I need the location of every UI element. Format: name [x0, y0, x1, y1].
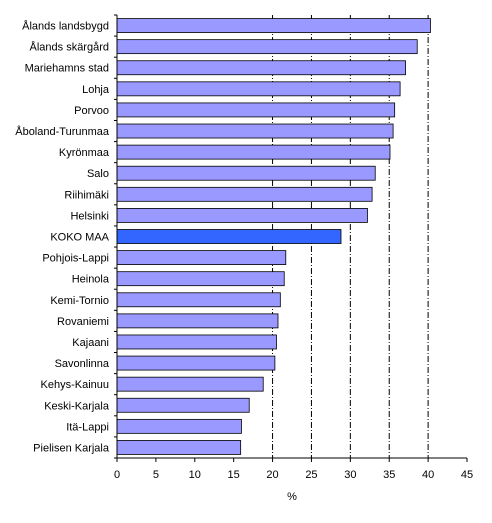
- category-label: Keski-Karjala: [44, 400, 110, 412]
- category-label: Itä-Lappi: [66, 421, 109, 433]
- x-tick-label: 30: [344, 469, 356, 481]
- bar: [116, 18, 431, 33]
- bar: [116, 208, 368, 223]
- category-label: KOKO MAA: [50, 232, 109, 244]
- category-label: Kyrönmaa: [59, 147, 110, 159]
- bar: [116, 144, 391, 160]
- x-tick-label: 45: [461, 469, 473, 481]
- category-label: Kajaani: [72, 337, 109, 349]
- bar: [116, 123, 394, 139]
- x-tick-label: 10: [189, 469, 201, 481]
- x-tick-label: 25: [305, 469, 317, 481]
- category-label: Helsinki: [70, 210, 109, 222]
- bar: [116, 102, 396, 118]
- category-labels: Ålands landsbygd Ålands skärgård Mariehamn…: [15, 20, 110, 455]
- x-tick-label: 35: [383, 469, 395, 481]
- category-label: Riihimäki: [64, 189, 109, 201]
- bar: [116, 250, 287, 265]
- x-axis-title: %: [287, 491, 297, 503]
- bar: [116, 229, 342, 244]
- bar: [116, 292, 281, 308]
- x-tick-label: 40: [422, 469, 434, 481]
- bar: [116, 165, 376, 181]
- category-label: Pielisen Karjala: [33, 442, 110, 454]
- x-tick-label: 15: [228, 469, 240, 481]
- bar: [116, 376, 264, 392]
- bar: [116, 313, 279, 329]
- category-label: Porvoo: [74, 105, 109, 117]
- bar: [116, 440, 242, 455]
- x-tick-label: 0: [114, 469, 120, 481]
- bar: [116, 81, 401, 97]
- category-label: Ålands landsbygd: [22, 20, 109, 33]
- x-tick-label: 20: [266, 469, 278, 481]
- bar: [116, 60, 406, 76]
- category-label: Kehys-Kainuu: [41, 379, 110, 391]
- category-label: Ålands skärgård: [30, 41, 110, 54]
- category-label: Kemi-Tornio: [50, 295, 109, 307]
- bar: [116, 397, 250, 413]
- category-label: Salo: [87, 168, 109, 180]
- x-axis-ticks: 0 5 10 15 20 25 30 35 40 45: [114, 458, 473, 481]
- bar: [116, 355, 276, 371]
- bar: [116, 39, 418, 55]
- x-tick-label: 5: [153, 469, 159, 481]
- bar: [116, 271, 285, 287]
- bar: [116, 418, 242, 434]
- bar: [116, 186, 373, 202]
- category-label: Pohjois-Lappi: [42, 253, 109, 265]
- bar: [116, 334, 277, 350]
- category-label: Savonlinna: [55, 358, 110, 370]
- category-label: Lohja: [82, 84, 110, 96]
- category-label: Åboland-Turunmaa: [15, 125, 110, 138]
- category-label: Heinola: [72, 274, 110, 286]
- category-label: Rovaniemi: [57, 316, 109, 328]
- category-label: Mariehamns stad: [25, 63, 109, 75]
- bars: [116, 18, 431, 455]
